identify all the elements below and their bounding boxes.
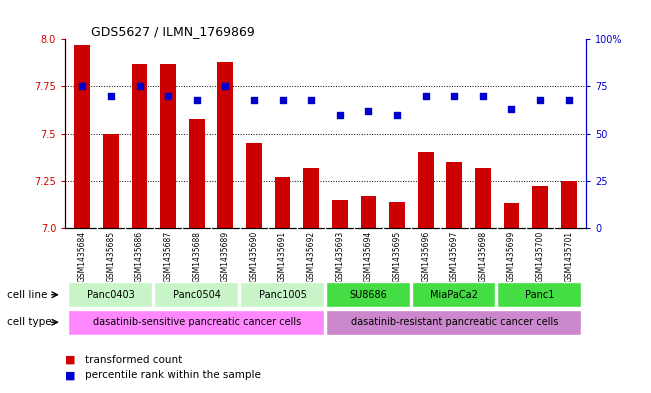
Point: [277, 97, 288, 103]
Bar: [418, 152, 434, 228]
Point: [478, 93, 488, 99]
Point: [535, 97, 546, 103]
Text: GSM1435697: GSM1435697: [450, 231, 459, 282]
Point: [220, 83, 230, 90]
Text: GDS5627 / ILMN_1769869: GDS5627 / ILMN_1769869: [91, 25, 255, 38]
Text: percentile rank within the sample: percentile rank within the sample: [85, 370, 260, 380]
Text: SU8686: SU8686: [350, 290, 387, 300]
Text: GSM1435689: GSM1435689: [221, 231, 230, 282]
Text: dasatinib-resistant pancreatic cancer cells: dasatinib-resistant pancreatic cancer ce…: [351, 317, 558, 327]
Text: GSM1435700: GSM1435700: [536, 231, 545, 282]
Bar: [68, 310, 324, 335]
Bar: [154, 282, 238, 307]
Point: [163, 93, 173, 99]
Text: GSM1435699: GSM1435699: [507, 231, 516, 282]
Point: [105, 93, 116, 99]
Text: GSM1435694: GSM1435694: [364, 231, 373, 282]
Bar: [411, 282, 495, 307]
Bar: [217, 62, 233, 228]
Bar: [189, 119, 204, 228]
Bar: [504, 204, 519, 228]
Bar: [332, 200, 348, 228]
Text: GSM1435686: GSM1435686: [135, 231, 144, 282]
Point: [335, 112, 345, 118]
Text: GSM1435693: GSM1435693: [335, 231, 344, 282]
Text: GSM1435692: GSM1435692: [307, 231, 316, 282]
Bar: [533, 186, 548, 228]
Text: GSM1435690: GSM1435690: [249, 231, 258, 282]
Point: [306, 97, 316, 103]
Bar: [275, 177, 290, 228]
Point: [77, 83, 87, 90]
Text: cell line: cell line: [7, 290, 47, 300]
Bar: [246, 143, 262, 228]
Point: [392, 112, 402, 118]
Text: GSM1435684: GSM1435684: [77, 231, 87, 282]
Text: ■: ■: [65, 354, 79, 365]
Bar: [561, 181, 577, 228]
Text: GSM1435698: GSM1435698: [478, 231, 488, 282]
Bar: [361, 196, 376, 228]
Bar: [326, 282, 409, 307]
Text: GSM1435687: GSM1435687: [163, 231, 173, 282]
Bar: [240, 282, 324, 307]
Text: GSM1435685: GSM1435685: [106, 231, 115, 282]
Text: GSM1435701: GSM1435701: [564, 231, 574, 282]
Bar: [160, 64, 176, 228]
Point: [449, 93, 460, 99]
Bar: [74, 45, 90, 228]
Text: GSM1435695: GSM1435695: [393, 231, 402, 282]
Bar: [326, 310, 581, 335]
Bar: [103, 134, 118, 228]
Text: Panc0504: Panc0504: [173, 290, 221, 300]
Text: ■: ■: [65, 370, 79, 380]
Text: transformed count: transformed count: [85, 354, 182, 365]
Point: [564, 97, 574, 103]
Bar: [497, 282, 581, 307]
Point: [191, 97, 202, 103]
Point: [363, 108, 374, 114]
Bar: [389, 202, 405, 228]
Text: Panc1: Panc1: [525, 290, 555, 300]
Text: Panc1005: Panc1005: [258, 290, 307, 300]
Bar: [303, 167, 319, 228]
Point: [134, 83, 145, 90]
Text: GSM1435691: GSM1435691: [278, 231, 287, 282]
Point: [421, 93, 431, 99]
Text: MiaPaCa2: MiaPaCa2: [430, 290, 478, 300]
Bar: [447, 162, 462, 228]
Point: [506, 106, 517, 112]
Point: [249, 97, 259, 103]
Bar: [475, 167, 491, 228]
Bar: [132, 64, 147, 228]
Text: cell type: cell type: [7, 317, 51, 327]
Text: dasatinib-sensitive pancreatic cancer cells: dasatinib-sensitive pancreatic cancer ce…: [92, 317, 301, 327]
Text: Panc0403: Panc0403: [87, 290, 135, 300]
Text: GSM1435688: GSM1435688: [192, 231, 201, 282]
Bar: [68, 282, 152, 307]
Text: GSM1435696: GSM1435696: [421, 231, 430, 282]
